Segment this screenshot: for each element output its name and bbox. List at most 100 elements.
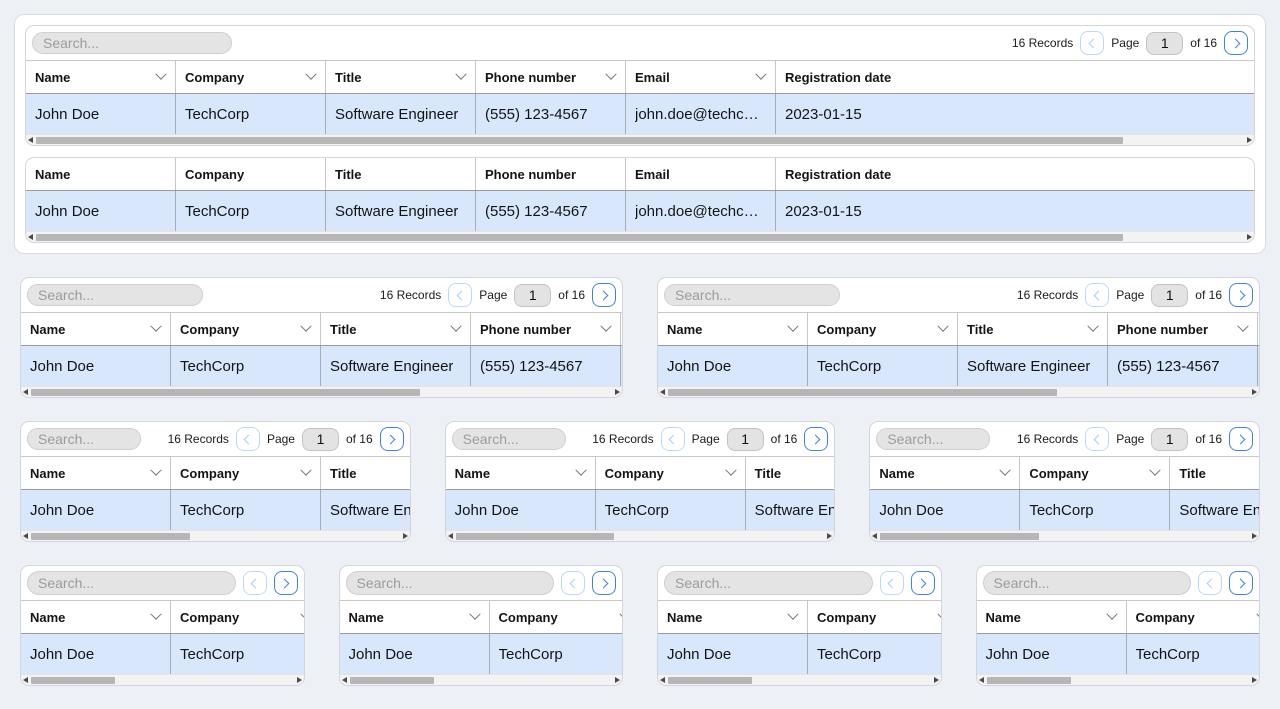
search-input[interactable] <box>27 571 236 595</box>
column-header-title[interactable]: Title <box>958 313 1108 345</box>
column-header-name[interactable]: Name <box>21 457 171 489</box>
horizontal-scrollbar[interactable] <box>21 674 304 685</box>
column-header-name[interactable]: Name <box>26 61 176 93</box>
horizontal-scrollbar[interactable] <box>21 386 622 397</box>
column-header-name[interactable]: Name <box>21 601 171 633</box>
search-input[interactable] <box>27 428 141 450</box>
search-input[interactable] <box>664 284 840 306</box>
column-header-company[interactable]: Company <box>171 313 321 345</box>
scrollbar-thumb[interactable] <box>36 233 1124 241</box>
next-page-button[interactable] <box>592 571 616 595</box>
column-header-title[interactable]: Title <box>1170 457 1259 489</box>
column-header-registration-date[interactable]: Registration date <box>776 61 1254 93</box>
scrollbar-thumb[interactable] <box>349 676 434 684</box>
scroll-left-icon[interactable] <box>872 533 878 539</box>
scroll-right-icon[interactable] <box>615 389 620 395</box>
search-input[interactable] <box>982 571 1191 595</box>
scroll-left-icon[interactable] <box>23 677 28 683</box>
table-row[interactable]: John Doe TechCorp Software Engineer (555… <box>26 191 1254 231</box>
column-header-title[interactable]: Title <box>326 158 476 190</box>
column-header-company[interactable]: Company <box>171 601 304 633</box>
scrollbar-thumb[interactable] <box>668 388 1058 396</box>
prev-page-button[interactable] <box>235 427 260 451</box>
table-row[interactable]: John Doe TechCorp Software Engineer (555… <box>976 634 1259 674</box>
prev-page-button[interactable] <box>660 427 685 451</box>
scroll-left-icon[interactable] <box>28 137 33 143</box>
prev-page-button[interactable] <box>448 283 473 307</box>
next-page-button[interactable] <box>910 571 935 595</box>
prev-page-button[interactable] <box>1085 427 1110 451</box>
next-page-button[interactable] <box>1229 283 1253 307</box>
column-header-name[interactable]: Name <box>21 313 171 345</box>
scrollbar-thumb[interactable] <box>880 532 1039 540</box>
column-header-company[interactable]: Company <box>176 61 326 93</box>
table-row[interactable]: John Doe TechCorp Software Engineer (555… <box>21 634 304 674</box>
next-page-button[interactable] <box>1229 427 1254 451</box>
scroll-right-icon[interactable] <box>402 533 408 539</box>
column-header-phone[interactable]: Phone number <box>1108 313 1258 345</box>
table-row[interactable]: John Doe TechCorp Software Engineer (555… <box>658 346 1259 386</box>
column-header-email[interactable]: Email <box>621 313 622 345</box>
prev-page-button[interactable] <box>1198 571 1222 595</box>
scrollbar-thumb[interactable] <box>36 136 1124 144</box>
scrollbar-thumb[interactable] <box>986 676 1071 684</box>
horizontal-scrollbar[interactable] <box>26 134 1254 145</box>
column-header-name[interactable]: Name <box>658 313 808 345</box>
table-row[interactable]: John Doe TechCorp Software Engineer (555… <box>21 346 622 386</box>
search-input[interactable] <box>27 284 203 306</box>
search-input[interactable] <box>32 32 232 54</box>
horizontal-scrollbar[interactable] <box>445 530 835 541</box>
column-header-company[interactable]: Company <box>176 158 326 190</box>
column-header-company[interactable]: Company <box>808 313 958 345</box>
column-header-name[interactable]: Name <box>446 457 596 489</box>
page-number-input[interactable] <box>726 427 764 451</box>
next-page-button[interactable] <box>379 427 404 451</box>
search-input[interactable] <box>451 428 566 450</box>
search-input[interactable] <box>664 571 873 595</box>
scroll-left-icon[interactable] <box>978 677 984 683</box>
table-row[interactable]: John Doe TechCorp Software Engineer (555… <box>870 490 1259 530</box>
next-page-button[interactable] <box>592 283 616 307</box>
scrollbar-thumb[interactable] <box>455 532 615 540</box>
column-header-phone[interactable]: Phone number <box>471 313 621 345</box>
column-header-company[interactable]: Company <box>1127 601 1260 633</box>
page-number-input[interactable] <box>1146 31 1184 55</box>
scroll-right-icon[interactable] <box>1247 234 1252 240</box>
page-number-input[interactable] <box>1151 283 1189 307</box>
search-input[interactable] <box>345 571 554 595</box>
prev-page-button[interactable] <box>561 571 585 595</box>
column-header-phone[interactable]: Phone number <box>476 61 626 93</box>
scroll-right-icon[interactable] <box>827 533 833 539</box>
column-header-title[interactable]: Title <box>321 457 410 489</box>
horizontal-scrollbar[interactable] <box>26 231 1254 242</box>
column-header-company[interactable]: Company <box>808 601 941 633</box>
scrollbar-thumb[interactable] <box>31 676 115 684</box>
horizontal-scrollbar[interactable] <box>658 386 1259 397</box>
scroll-left-icon[interactable] <box>341 677 347 683</box>
column-header-name[interactable]: Name <box>658 601 808 633</box>
scrollbar-thumb[interactable] <box>31 388 421 396</box>
column-header-title[interactable]: Title <box>326 61 476 93</box>
column-header-title[interactable]: Title <box>321 313 471 345</box>
horizontal-scrollbar[interactable] <box>658 674 941 685</box>
page-number-input[interactable] <box>301 427 339 451</box>
page-number-input[interactable] <box>514 283 552 307</box>
prev-page-button[interactable] <box>242 571 267 595</box>
table-row[interactable]: John Doe TechCorp Software Engineer (555… <box>445 490 834 530</box>
scroll-right-icon[interactable] <box>1252 533 1258 539</box>
column-header-company[interactable]: Company <box>171 457 321 489</box>
scroll-right-icon[interactable] <box>615 677 620 683</box>
scroll-left-icon[interactable] <box>660 389 665 395</box>
scroll-right-icon[interactable] <box>933 677 939 683</box>
column-header-email[interactable]: Email <box>1258 313 1259 345</box>
column-header-name[interactable]: Name <box>977 601 1127 633</box>
table-row[interactable]: John Doe TechCorp Software Engineer (555… <box>339 634 622 674</box>
search-input[interactable] <box>876 428 991 450</box>
scroll-left-icon[interactable] <box>23 389 28 395</box>
scroll-right-icon[interactable] <box>1252 389 1257 395</box>
scroll-left-icon[interactable] <box>447 533 453 539</box>
next-page-button[interactable] <box>1229 571 1253 595</box>
scrollbar-thumb[interactable] <box>668 676 752 684</box>
scroll-left-icon[interactable] <box>28 234 33 240</box>
column-header-phone[interactable]: Phone number <box>476 158 626 190</box>
